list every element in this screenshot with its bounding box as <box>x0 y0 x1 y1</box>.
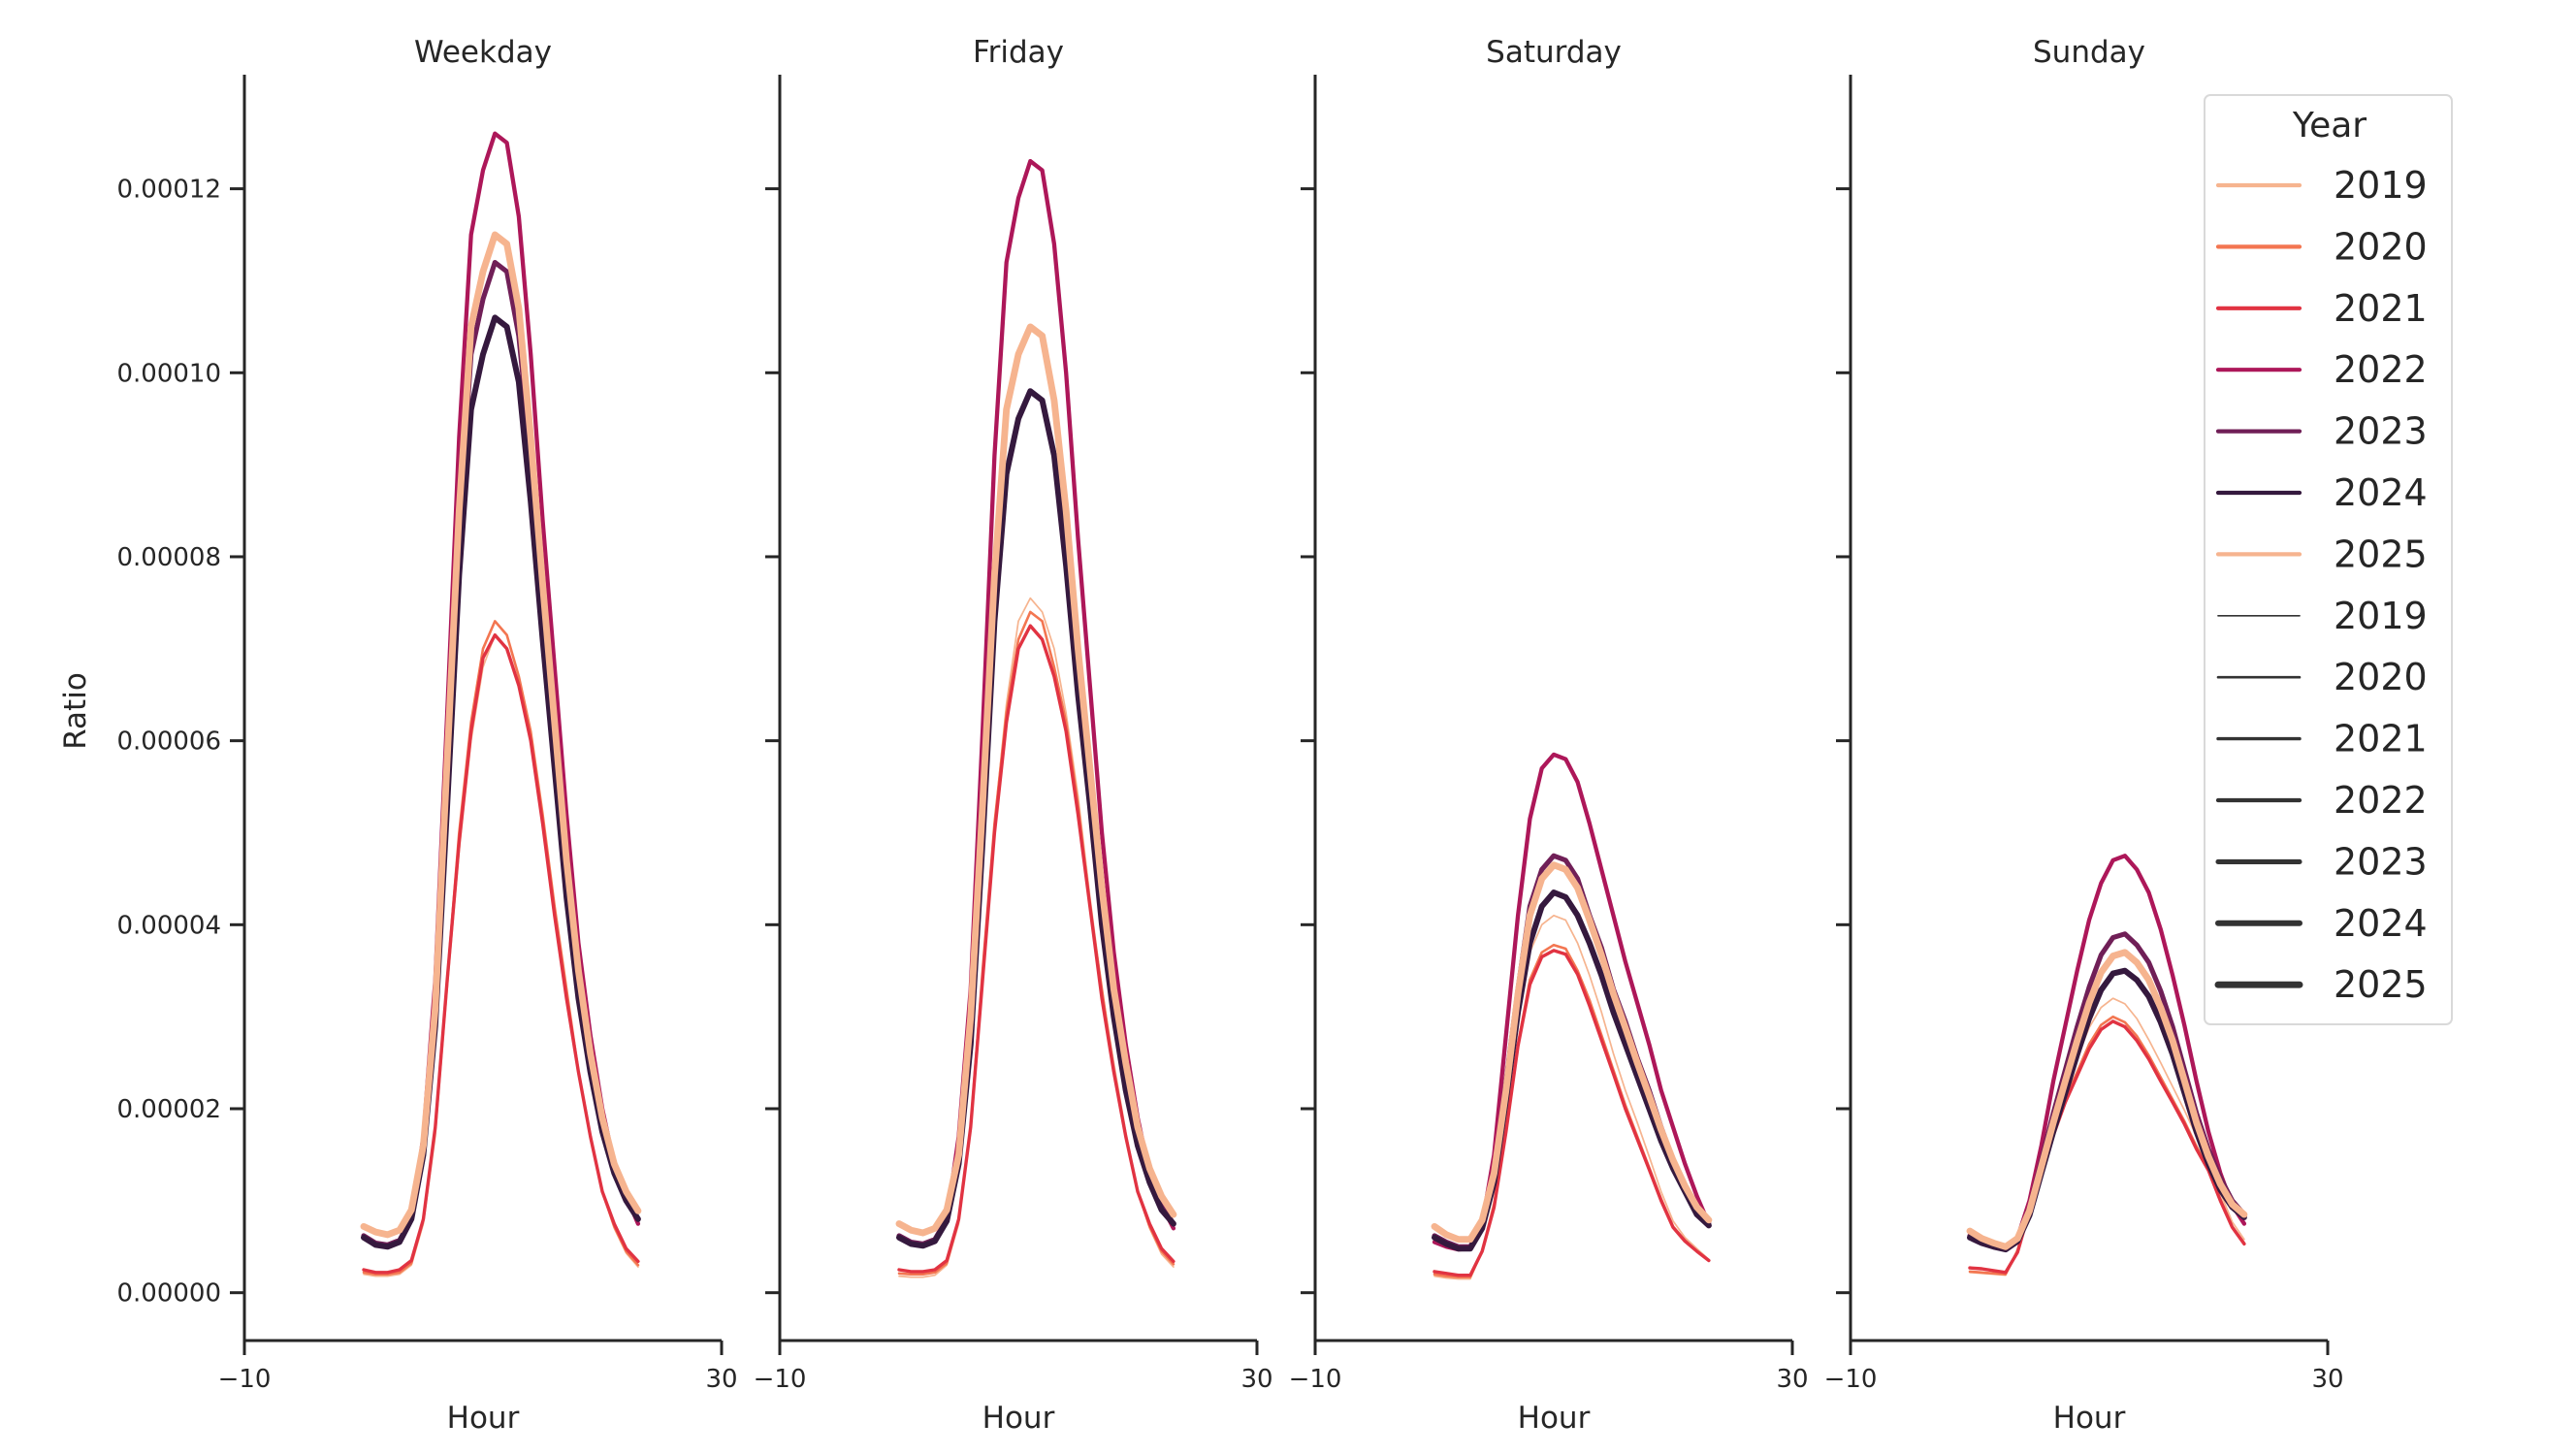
legend-entry-hue: 2020 <box>2215 225 2428 268</box>
legend-entry-hue: 2024 <box>2215 471 2428 514</box>
x-tick-label: −10 <box>1824 1365 1878 1394</box>
legend-entry-size: 2021 <box>2216 718 2428 760</box>
y-tick-label: 0.00010 <box>116 359 221 388</box>
y-tick-label: 0.00006 <box>116 728 221 757</box>
y-axis-label: Ratio <box>58 672 93 750</box>
series-line-2025 <box>1966 949 2248 1250</box>
x-tick-label: 30 <box>705 1365 737 1394</box>
legend: Year 2019 2020 2021 2022 2023 2024 2025 2019 2020… <box>2204 94 2453 1025</box>
subplot-title: Saturday <box>1486 35 1622 70</box>
x-axis-label: Hour <box>982 1401 1055 1436</box>
legend-entry-size: 2025 <box>2214 963 2428 1006</box>
series-line-2024 <box>1432 889 1712 1252</box>
legend-label: 2021 <box>2334 718 2428 760</box>
series-line-2021 <box>362 632 640 1275</box>
legend-entry-hue: 2025 <box>2215 533 2428 575</box>
subplot-title: Friday <box>973 35 1064 70</box>
legend-entry-hue: 2022 <box>2215 348 2428 391</box>
x-tick-label: −10 <box>218 1365 272 1394</box>
y-tick-label: 0.00002 <box>116 1095 221 1124</box>
legend-label: 2024 <box>2334 902 2428 945</box>
x-tick-label: 30 <box>1776 1365 1808 1394</box>
legend-label: 2024 <box>2334 471 2428 514</box>
series-line-2024 <box>896 388 1176 1249</box>
legend-entry-hue: 2019 <box>2215 164 2428 207</box>
legend-entry-hue: 2023 <box>2215 410 2428 453</box>
legend-label: 2021 <box>2334 287 2428 330</box>
legend-entry-size: 2023 <box>2215 840 2428 883</box>
legend-entry-size: 2019 <box>2217 595 2428 637</box>
legend-label: 2022 <box>2334 348 2428 391</box>
series-line-2025 <box>895 323 1177 1237</box>
x-axis-label: Hour <box>1518 1401 1591 1436</box>
y-tick-label: 0.00004 <box>116 911 221 940</box>
subplot-title: Sunday <box>2033 35 2145 70</box>
series-line-2021 <box>1433 949 1711 1277</box>
legend-label: 2020 <box>2334 225 2428 268</box>
series-line-2021 <box>897 624 1175 1274</box>
y-tick-label: 0.00008 <box>116 543 221 572</box>
x-tick-label: −10 <box>1289 1365 1342 1394</box>
subplot-sunday: Sunday −10 30 Hour <box>1824 35 2344 1436</box>
legend-label: 2019 <box>2334 164 2428 207</box>
x-tick-label: −10 <box>754 1365 807 1394</box>
series-line-2021 <box>1968 1019 2246 1275</box>
legend-entry-size: 2024 <box>2215 902 2428 945</box>
legend-title: Year <box>2292 106 2367 146</box>
legend-label: 2025 <box>2334 533 2428 575</box>
y-tick-label: 0.00000 <box>116 1279 221 1309</box>
legend-frame <box>2204 94 2453 1025</box>
legend-label: 2025 <box>2334 963 2428 1006</box>
x-tick-label: 30 <box>2311 1365 2343 1394</box>
subplot-saturday: Saturday −10 30 Hour <box>1289 35 1809 1436</box>
subplot-weekday: Weekday 0.00000 0.00002 0.00004 0.00006 0.000… <box>116 35 737 1436</box>
x-axis-label: Hour <box>447 1401 520 1436</box>
legend-label: 2023 <box>2334 840 2428 883</box>
x-axis-label: Hour <box>2053 1401 2126 1436</box>
subplot-friday: Friday −10 30 Hour <box>754 35 1273 1436</box>
legend-label: 2023 <box>2334 410 2428 453</box>
legend-entry-size: 2022 <box>2215 779 2428 822</box>
series-line-2025 <box>1431 861 1713 1244</box>
legend-entry-size: 2020 <box>2216 656 2428 698</box>
x-tick-label: 30 <box>1240 1365 1272 1394</box>
panels: Weekday 0.00000 0.00002 0.00004 0.00006 0.000… <box>116 35 2343 1436</box>
legend-entry-hue: 2021 <box>2215 287 2428 330</box>
legend-label: 2019 <box>2334 595 2428 637</box>
legend-label: 2020 <box>2334 656 2428 698</box>
subplot-title: Weekday <box>414 35 552 70</box>
legend-label: 2022 <box>2334 779 2428 822</box>
series-line-2025 <box>360 231 642 1239</box>
y-tick-label: 0.00012 <box>116 176 221 205</box>
